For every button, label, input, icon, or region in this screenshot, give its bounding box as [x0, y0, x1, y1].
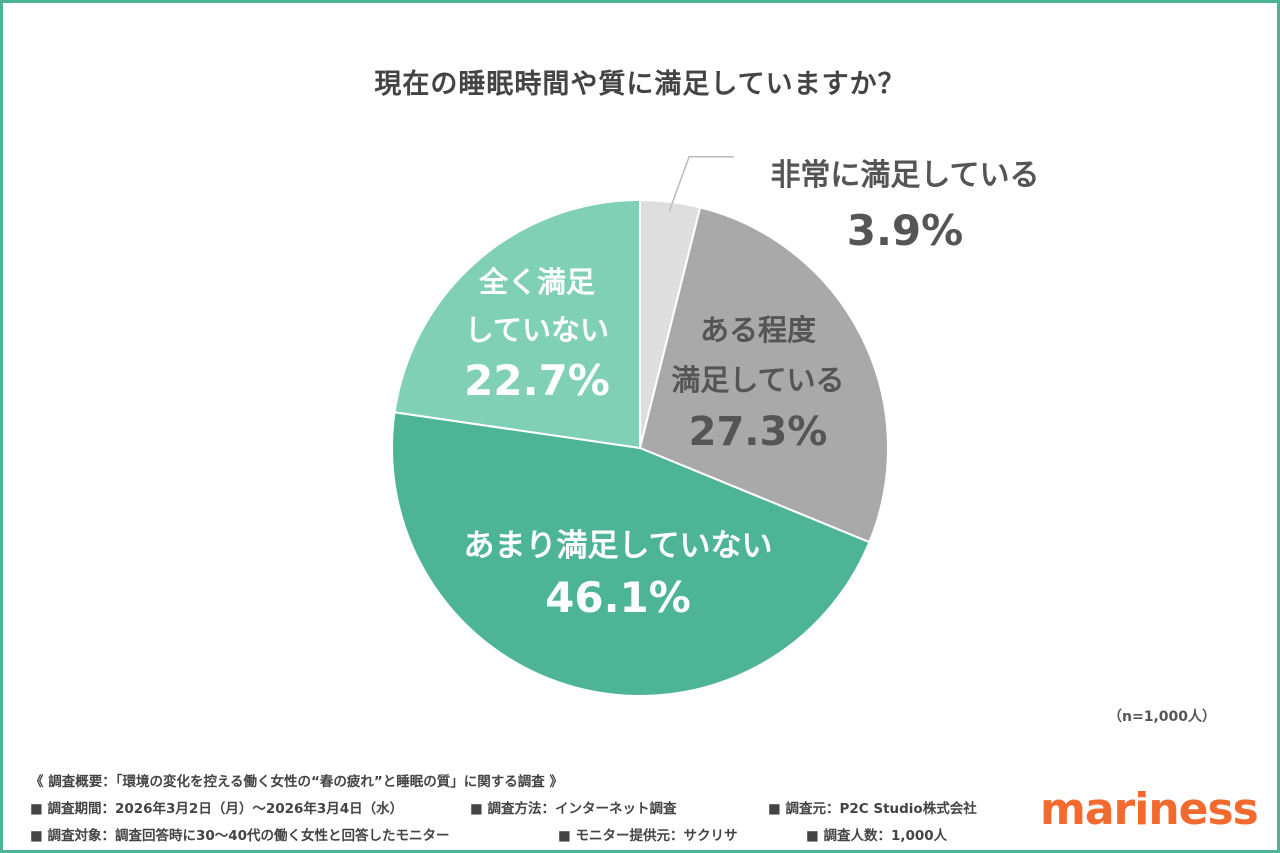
slice-label-group-1: 非常に満足している 3.9% [668, 156, 1040, 255]
slice-label: 非常に満足している [770, 158, 1039, 193]
slice-value: 3.9% [847, 206, 963, 255]
slice-value: 27.3% [689, 409, 828, 455]
brand-logo: mariness [1040, 784, 1259, 835]
slice-label: ある程度 [700, 313, 816, 347]
survey-overview: 《 調査概要：「環境の変化を控える働く女性の“春の疲れ”と睡眠の質」に関する調査… [30, 774, 563, 790]
slice-label: 満足している [671, 363, 844, 397]
pie-slice-2 [638, 206, 889, 544]
survey-source: ■ 調査元：P2C Studio株式会社 [768, 801, 977, 817]
survey-period: ■ 調査期間：2026年3月2日（月）～2026年3月4日（水） [30, 801, 404, 817]
survey-count: ■ 調査人数：1,000人 [806, 828, 948, 844]
survey-target: ■ 調査対象：調査回答時に30～40代の働く女性と回答したモニター [30, 828, 450, 844]
slice-label: あまり満足していない [463, 528, 772, 564]
pie-slice-4 [393, 198, 641, 450]
pie-slice-3 [391, 411, 871, 697]
slice-label: していない [465, 313, 609, 347]
survey-method: ■ 調査方法：インターネット調査 [470, 801, 677, 817]
slice-value: 22.7% [464, 356, 610, 405]
slice-value: 46.1% [545, 573, 691, 622]
slice-label-group-3: あまり満足していない 46.1% [463, 528, 772, 622]
sample-size-note: （n=1,000人） [1108, 709, 1216, 725]
monitor-provider: ■ モニター提供元：サクリサ [558, 828, 738, 844]
chart-title: 現在の睡眠時間や質に満足していますか？ [374, 69, 906, 100]
leader-line [668, 156, 735, 213]
slice-label: 全く満足 [478, 265, 595, 299]
